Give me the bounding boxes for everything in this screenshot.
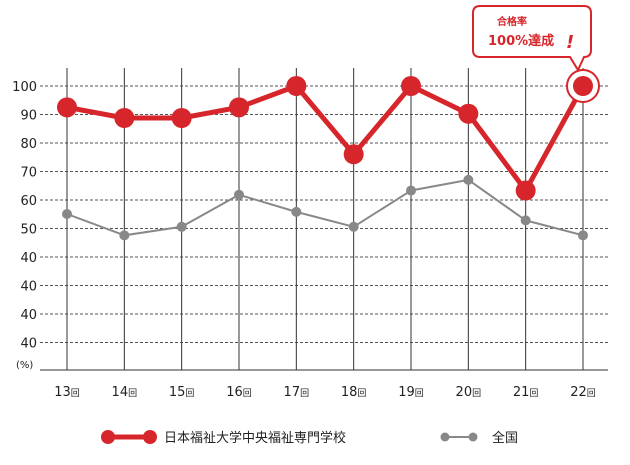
- x-tick-label: 16回: [226, 385, 252, 400]
- callout-line-2: 100%達成: [488, 33, 554, 49]
- data-point-national: [463, 174, 474, 185]
- legend: 日本福祉大学中央福祉専門学校 全国: [101, 430, 518, 446]
- x-tick-label: 20回: [456, 385, 482, 400]
- data-point-national: [578, 230, 588, 241]
- legend-swatch-national-end: [468, 432, 478, 442]
- y-tick-label: 40: [20, 280, 37, 295]
- y-tick-label: 80: [20, 137, 37, 152]
- data-point-school: [573, 76, 593, 96]
- y-tick-label: 40: [20, 337, 37, 352]
- data-point-school: [343, 144, 364, 165]
- callout-line-1: 合格率: [496, 15, 527, 28]
- data-point-national: [234, 189, 244, 200]
- x-axis-ticks: 13回 14回 15回 16回 17回 18回 19回 20回 21回 22回: [54, 385, 596, 400]
- legend-swatch-school-start: [101, 430, 115, 444]
- data-point-school: [286, 76, 307, 96]
- x-tick-label: 21回: [513, 385, 539, 400]
- y-tick-label: 70: [20, 166, 37, 181]
- data-point-national: [406, 185, 416, 196]
- y-tick-label: 40: [20, 308, 37, 323]
- series: [57, 69, 600, 241]
- y-tick-label: 50: [20, 223, 37, 238]
- y-tick-label: 60: [20, 194, 37, 209]
- legend-label-school: 日本福祉大学中央福祉専門学校: [164, 430, 346, 446]
- data-point-school: [458, 103, 479, 124]
- legend-label-national: 全国: [492, 430, 518, 446]
- data-point-school: [515, 180, 536, 201]
- y-axis-unit: (%): [16, 360, 33, 371]
- x-tick-label: 18回: [341, 385, 367, 400]
- callout-bubble: [472, 5, 592, 73]
- y-tick-label: 100: [12, 80, 37, 95]
- x-tick-label: 15回: [169, 385, 195, 400]
- data-point-school: [229, 97, 249, 118]
- series-line-school: [66, 83, 586, 194]
- legend-swatch-national-start: [440, 432, 450, 442]
- legend-item-national: 全国: [440, 430, 518, 446]
- y-axis-ticks: 100 90 80 70 60 50 40 40 40 40: [12, 80, 37, 352]
- callout-exclamation: !: [566, 32, 574, 53]
- data-point-national: [176, 221, 187, 232]
- data-point-national: [348, 221, 359, 232]
- data-point-school: [401, 76, 421, 96]
- data-point-national: [291, 206, 302, 217]
- legend-swatch-school-end: [143, 430, 157, 444]
- data-point-school: [57, 97, 77, 118]
- pass-rate-callout: 合格率 100%達成 !: [472, 5, 592, 73]
- data-point-national: [62, 209, 72, 219]
- data-point-school: [171, 108, 192, 128]
- series-line-national: [66, 178, 584, 237]
- x-tick-label: 19回: [398, 385, 424, 400]
- x-tick-label: 17回: [284, 385, 310, 400]
- legend-item-school: 日本福祉大学中央福祉専門学校: [101, 430, 346, 446]
- x-tick-label: 14回: [112, 385, 138, 400]
- data-point-national: [520, 215, 531, 226]
- series-school: [57, 69, 600, 201]
- x-tick-label: 22回: [570, 385, 596, 400]
- series-national: [62, 174, 588, 241]
- x-tick-label: 13回: [54, 385, 80, 400]
- data-point-school: [114, 108, 135, 128]
- data-point-national: [119, 230, 130, 241]
- y-tick-label: 40: [20, 251, 37, 266]
- y-tick-label: 90: [20, 109, 37, 124]
